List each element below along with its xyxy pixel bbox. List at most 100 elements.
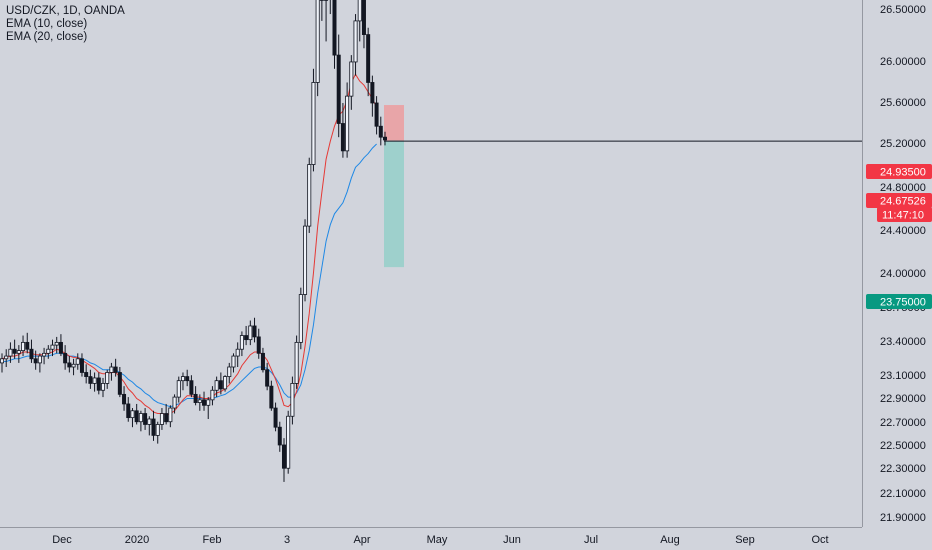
candle-body: [130, 410, 135, 419]
legend-ema10[interactable]: EMA (10, close): [6, 18, 88, 30]
x-tick-label: Sep: [735, 534, 755, 546]
candle-body: [67, 362, 72, 368]
target-price-label: 23.75000: [880, 297, 926, 309]
candle: [143, 408, 148, 430]
candle-body: [311, 82, 316, 165]
legend-symbol[interactable]: USD/CZK, 1D, OANDA: [6, 5, 125, 17]
candle: [105, 369, 110, 389]
candle: [244, 325, 249, 346]
candle-body: [4, 355, 9, 360]
countdown-label: 11:47:10: [882, 210, 924, 222]
candle: [134, 403, 139, 425]
candle-body: [25, 341, 30, 350]
candle: [79, 353, 84, 377]
candle-body: [96, 377, 101, 391]
candle: [294, 335, 299, 389]
candle-body: [197, 399, 202, 403]
candle: [307, 157, 312, 233]
candle-body: [63, 352, 68, 364]
y-tick-label: 26.00000: [880, 56, 926, 68]
candle-body: [37, 355, 42, 364]
candle: [315, 0, 320, 97]
x-tick-label: Feb: [203, 534, 222, 546]
current-price-tag: [866, 193, 932, 208]
candle-body: [345, 95, 350, 152]
candle-body: [332, 0, 337, 56]
candle: [117, 367, 122, 398]
y-tick-label: 24.40000: [880, 225, 926, 237]
time-axis[interactable]: Dec 2020 Feb 3 Apr May Jun Jul Aug Sep Oct: [52, 534, 828, 546]
candle: [42, 347, 47, 365]
take-profit-zone: [384, 140, 404, 268]
candle-body: [138, 413, 143, 423]
candle-body: [239, 335, 244, 350]
candle-body: [0, 358, 4, 364]
candle-body: [58, 341, 63, 354]
candle-body: [122, 393, 127, 405]
candle: [231, 353, 236, 373]
y-tick-label: 22.70000: [880, 417, 926, 429]
x-tick-label: Aug: [660, 534, 680, 546]
candle: [374, 96, 379, 135]
candle: [357, 0, 362, 42]
price-axis[interactable]: 26.50000 26.00000 25.60000 25.20000 24.80000…: [880, 4, 926, 524]
x-tick-label: Dec: [52, 534, 72, 546]
candle: [37, 353, 42, 373]
candle-body: [71, 363, 76, 368]
candle: [202, 391, 207, 411]
candle-body: [8, 348, 13, 357]
candle-body: [105, 372, 110, 384]
candle-body: [273, 407, 278, 428]
candle-body: [294, 341, 299, 384]
candle: [12, 339, 17, 359]
candle-body: [202, 399, 207, 406]
candle-body: [374, 102, 379, 127]
x-tick-label: Oct: [811, 534, 828, 546]
candle: [50, 339, 55, 357]
candle-body: [336, 54, 341, 124]
candle-body: [21, 341, 26, 351]
y-tick-label: 26.50000: [880, 4, 926, 16]
candle-body: [109, 366, 114, 373]
candle: [218, 372, 223, 395]
candle-body: [42, 352, 47, 357]
candle-body: [176, 380, 181, 398]
candle: [311, 68, 316, 172]
candle-body: [357, 0, 362, 22]
countdown-tag: [877, 207, 932, 222]
x-tick-label: 3: [284, 534, 290, 546]
candle: [269, 380, 274, 411]
price-pane[interactable]: [0, 0, 862, 482]
candle-body: [189, 380, 194, 395]
candle: [223, 375, 228, 392]
candle-body: [172, 396, 177, 409]
chart-legend: USD/CZK, 1D, OANDA EMA (10, close) EMA (…: [6, 5, 125, 44]
candle-body: [88, 376, 93, 384]
candle: [172, 394, 177, 414]
legend-ema20[interactable]: EMA (20, close): [6, 31, 88, 43]
x-tick-label: Jul: [584, 534, 598, 546]
candle-body: [151, 418, 156, 436]
candle-body: [315, 0, 320, 83]
ema10-line: [1, 73, 378, 416]
candle-body: [210, 389, 215, 401]
candle: [370, 75, 375, 117]
candle: [206, 397, 211, 419]
candle-body: [281, 444, 286, 469]
candle-body: [185, 376, 190, 382]
candle-body: [231, 355, 236, 368]
candle: [303, 219, 308, 302]
candle: [329, 0, 331, 15]
candle-body: [252, 325, 257, 338]
candle: [109, 362, 114, 381]
candle: [168, 405, 173, 428]
candle-body: [286, 415, 291, 469]
candle: [63, 345, 68, 370]
candle: [252, 317, 257, 343]
candle: [180, 372, 185, 391]
candle-body: [180, 376, 185, 382]
candle-body: [193, 393, 198, 403]
candle: [349, 55, 354, 110]
